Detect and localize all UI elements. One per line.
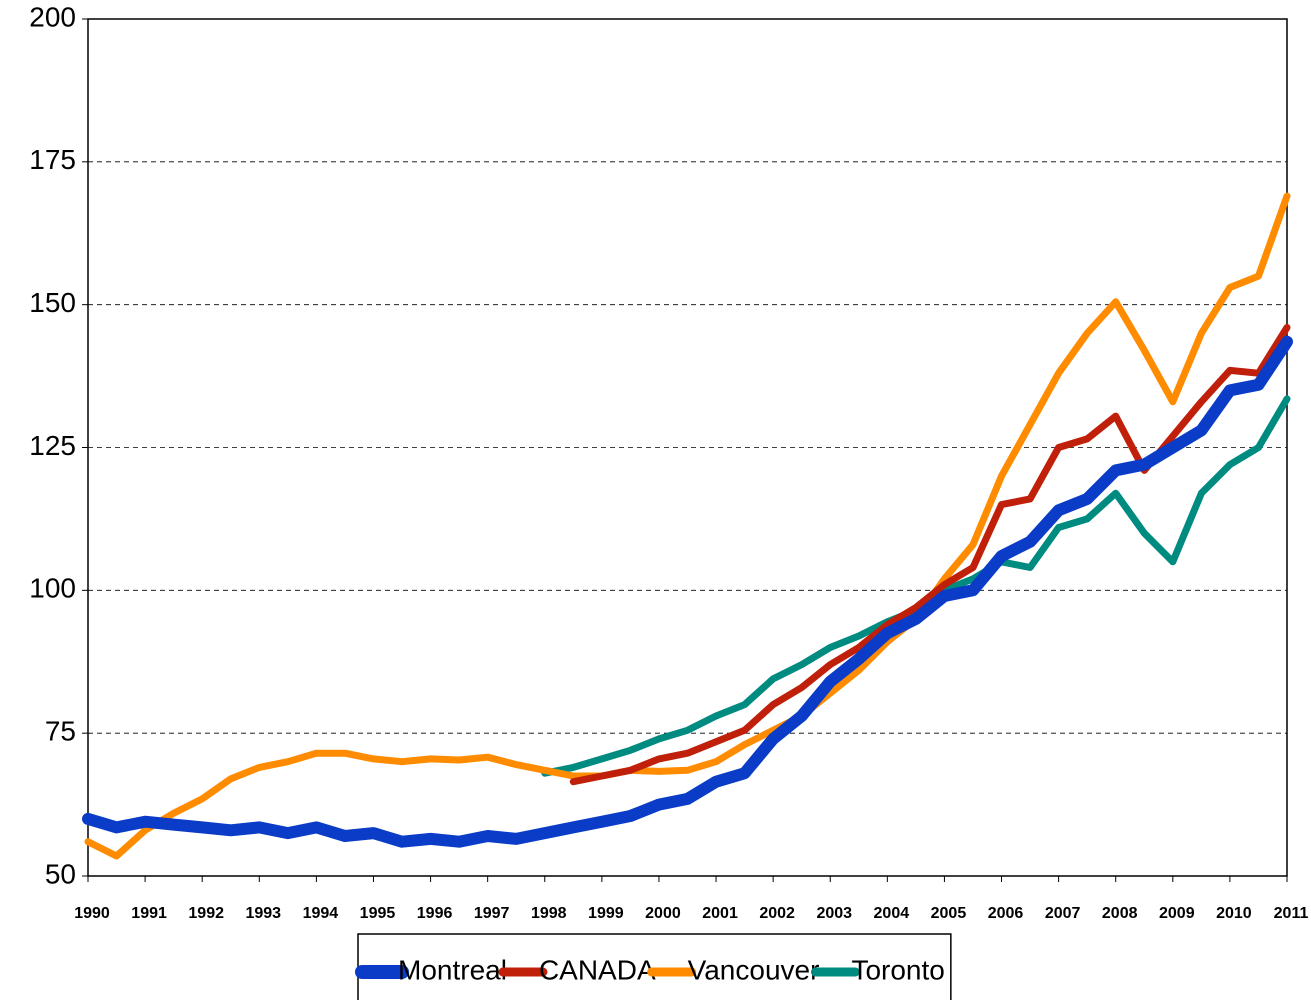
x-tick-label: 1999 [588, 905, 624, 922]
x-tick-label: 1997 [474, 905, 510, 922]
x-tick-label: 1995 [360, 905, 396, 922]
legend-label: Toronto [851, 954, 944, 985]
y-tick-label: 125 [29, 430, 76, 461]
x-tick-label: 2008 [1102, 905, 1138, 922]
x-tick-label: 1994 [303, 905, 339, 922]
series-line [569, 324, 1291, 786]
series-line [82, 335, 1293, 848]
y-tick-label: 175 [29, 144, 76, 175]
legend-label: Montreal [398, 954, 507, 985]
x-tick-label: 1996 [417, 905, 453, 922]
x-tick-label: 2000 [645, 905, 681, 922]
x-tick-label: 2003 [816, 905, 852, 922]
y-tick-label: 75 [45, 716, 76, 747]
y-tick-label: 150 [29, 287, 76, 318]
y-tick-label: 100 [29, 573, 76, 604]
legend-label: CANADA [539, 954, 656, 985]
y-tick-label: 50 [45, 858, 76, 889]
x-tick-label: 2009 [1159, 905, 1195, 922]
x-tick-label: 1998 [531, 905, 567, 922]
x-tick-label: 2005 [931, 905, 967, 922]
x-tick-label: 1993 [245, 905, 281, 922]
x-tick-label: 2010 [1216, 905, 1252, 922]
x-tick-label: 2004 [874, 905, 910, 922]
legend-label: Vancouver [688, 954, 820, 985]
x-tick-label: 2002 [759, 905, 795, 922]
x-tick-label: 1991 [131, 905, 167, 922]
x-tick-label: 1992 [188, 905, 224, 922]
x-tick-label: 1990 [74, 905, 110, 922]
x-tick-label: 2001 [702, 905, 738, 922]
x-tick-label: 2011 [1274, 905, 1309, 922]
x-tick-label: 2007 [1045, 905, 1081, 922]
series-line [84, 192, 1291, 860]
y-tick-label: 200 [29, 1, 76, 32]
x-tick-label: 2006 [988, 905, 1024, 922]
series-line [541, 395, 1291, 777]
